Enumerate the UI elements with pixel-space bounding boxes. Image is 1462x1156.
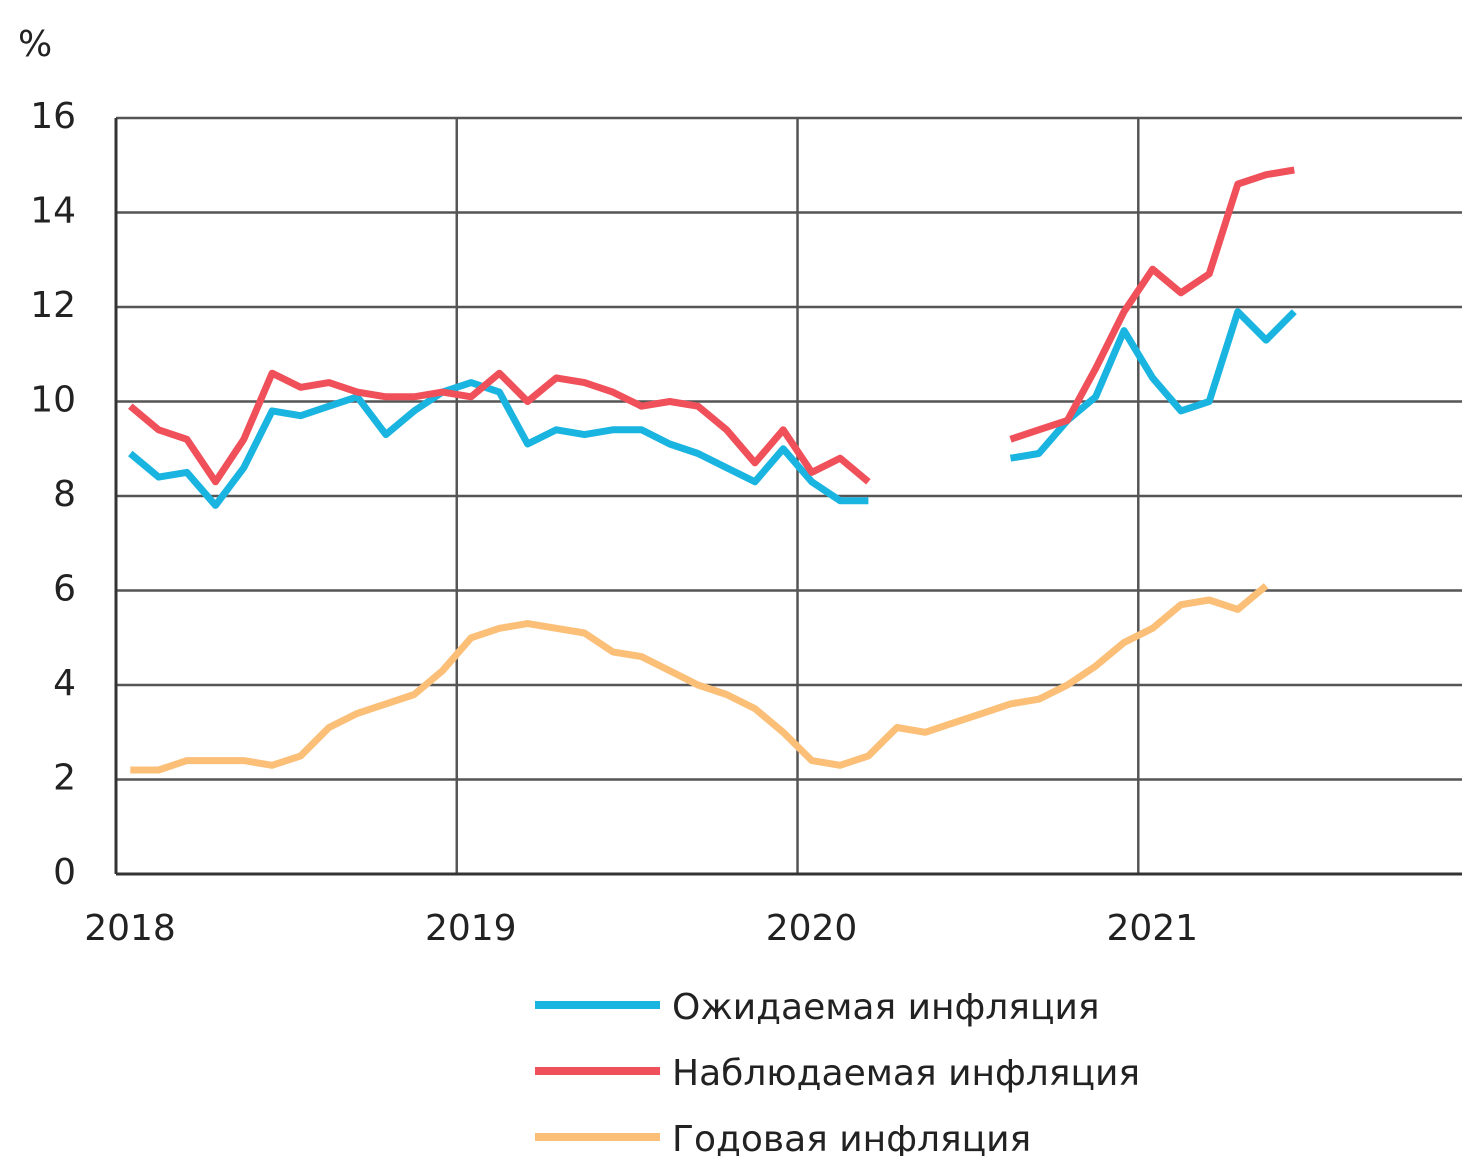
y-axis-unit: %	[18, 24, 52, 65]
y-tick-label: 10	[30, 380, 76, 421]
x-tick-label: 2020	[766, 908, 858, 949]
y-tick-label: 8	[53, 474, 76, 515]
y-tick-label: 4	[53, 663, 76, 704]
y-tick-label: 12	[30, 285, 76, 326]
series-line	[128, 308, 1297, 509]
y-tick-label: 0	[53, 852, 76, 893]
legend-label: Ожидаемая инфляция	[672, 987, 1100, 1028]
y-tick-label: 14	[30, 191, 76, 232]
series-line	[128, 166, 1295, 486]
legend-label: Годовая инфляция	[672, 1119, 1031, 1156]
series-line	[130, 583, 1269, 774]
x-tick-label: 2019	[425, 908, 517, 949]
legend-label: Наблюдаемая инфляция	[672, 1053, 1140, 1094]
y-tick-label: 16	[30, 96, 76, 137]
x-tick-label: 2018	[84, 908, 176, 949]
y-tick-label: 6	[53, 569, 76, 610]
x-tick-label: 2021	[1106, 908, 1198, 949]
y-tick-label: 2	[53, 758, 76, 799]
